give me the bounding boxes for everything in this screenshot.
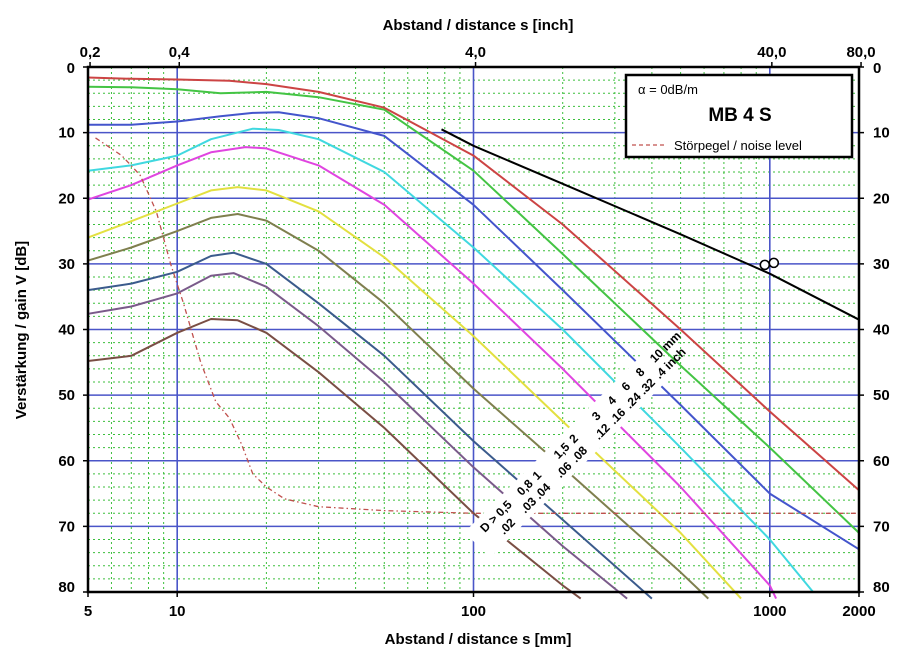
infinity-marker-left: [759, 259, 771, 271]
y-tick-label-right: 80: [873, 579, 890, 596]
y-tick-label-left: 80: [58, 579, 75, 596]
legend-attenuation: α = 0dB/m: [638, 82, 698, 97]
curve-label-background: [464, 344, 678, 558]
y-tick-label-right: 50: [873, 387, 890, 404]
gain-curve-3: [87, 251, 653, 600]
x-tick-label: 100: [461, 603, 486, 620]
y-tick-label-left: 50: [58, 387, 75, 404]
infinity-marker-right: [768, 257, 780, 269]
curve-layer: [87, 76, 860, 600]
y-tick-label-left: 60: [58, 453, 75, 470]
top-tick-label: 4,0: [465, 44, 486, 61]
x-tick-label: 5: [84, 603, 92, 620]
top-tick-label: 40,0: [757, 44, 786, 61]
x-tick-label: 10: [169, 603, 186, 620]
top-tick-label: 0,2: [80, 44, 101, 61]
x-tick-label: 1000: [753, 603, 786, 620]
y-tick-label-right: 70: [873, 518, 890, 535]
gain-curve-1: [87, 318, 582, 600]
y-tick-label-left: 10: [58, 125, 75, 142]
legend: α = 0dB/m MB 4 S Störpegel / noise level: [624, 73, 854, 159]
y-tick-label-right: 0: [873, 60, 881, 77]
gain-curve-11: [441, 128, 860, 321]
gain-curve-2: [87, 272, 628, 600]
plot-frame: [86, 65, 861, 594]
y-tick-label-right: 40: [873, 322, 890, 339]
gain-curve-8: [88, 111, 860, 551]
y-tick-label-right: 10: [873, 125, 890, 142]
gain-curve-10: [87, 76, 860, 492]
y-tick-label-right: 60: [873, 453, 890, 470]
y-tick-label-left: 20: [58, 190, 75, 207]
y-tick-label-left: 40: [58, 322, 75, 339]
gain-curve-7: [87, 127, 814, 593]
top-tick-label: 0,4: [169, 44, 191, 61]
y-axis-title: Verstärkung / gain V [dB]: [13, 241, 30, 419]
legend-noise-label: Störpegel / noise level: [674, 138, 802, 153]
legend-title: MB 4 S: [708, 105, 771, 126]
y-tick-label-left: 70: [58, 518, 75, 535]
gain-curve-4: [87, 213, 709, 600]
top-tick-label: 80,0: [846, 44, 875, 61]
y-tick-label-right: 20: [873, 190, 890, 207]
gain-curve-9: [87, 85, 860, 534]
grid-layer: [87, 67, 860, 592]
noise-level-curve: [95, 137, 859, 514]
x-axis-title-top: Abstand / distance s [inch]: [383, 17, 574, 34]
x-axis-title-bottom: Abstand / distance s [mm]: [385, 631, 572, 648]
x-tick-label: 2000: [842, 603, 875, 620]
y-tick-label-right: 30: [873, 256, 890, 273]
gain-curve-6: [87, 146, 778, 600]
y-tick-label-left: 30: [58, 256, 75, 273]
legend-box: [624, 73, 854, 159]
y-tick-label-left: 0: [67, 60, 75, 77]
